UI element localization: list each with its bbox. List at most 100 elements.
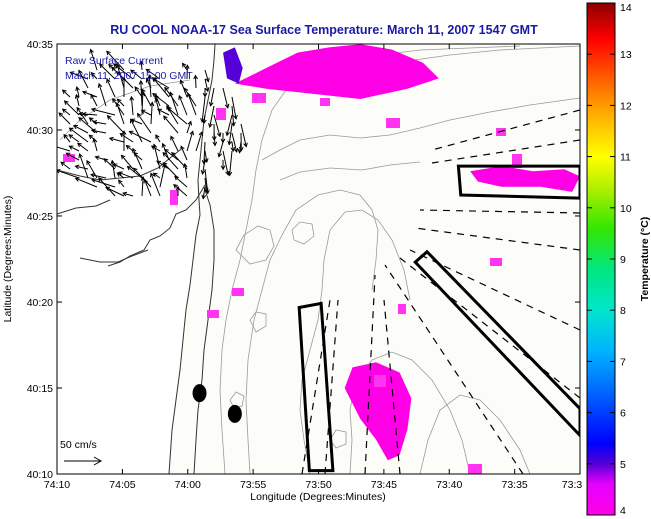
current-vector <box>184 88 197 107</box>
current-vector <box>89 117 98 125</box>
current-vector <box>195 131 203 152</box>
map-layer: Raw Surface Current March 11, 2007 15:00… <box>57 44 580 474</box>
current-vector <box>152 77 170 89</box>
current-vector <box>204 69 209 82</box>
current-vector <box>91 129 107 134</box>
current-vector-head <box>78 153 83 159</box>
colorbar-tick-label: 4 <box>620 505 626 517</box>
annotation-line-1: Raw Surface Current <box>65 55 163 67</box>
scale-arrow <box>64 456 103 466</box>
current-vector-head <box>90 173 96 178</box>
current-vector-head <box>69 71 75 76</box>
current-vector-head <box>90 107 96 113</box>
current-vector <box>69 127 89 143</box>
current-vector <box>186 131 194 152</box>
current-vector-head <box>88 117 94 122</box>
current-vector <box>174 176 188 188</box>
current-vector-head <box>161 142 167 148</box>
current-vector <box>222 150 229 175</box>
current-vector <box>178 95 188 116</box>
current-vector-head <box>174 175 179 181</box>
current-vector <box>129 130 152 143</box>
current-vector-head <box>75 86 80 92</box>
current-vector <box>79 153 89 179</box>
current-vector <box>90 94 98 107</box>
current-vector-head <box>106 114 112 120</box>
current-vector-head <box>132 167 138 173</box>
coastline <box>57 44 216 474</box>
current-vector-head <box>98 177 103 182</box>
current-vector <box>113 63 134 80</box>
current-vector-head <box>233 147 239 153</box>
current-vector-head <box>65 152 71 157</box>
point-marker-1 <box>192 384 207 403</box>
current-vector-head <box>112 97 117 103</box>
current-vector <box>106 79 116 98</box>
current-vector <box>111 160 116 179</box>
current-vector <box>130 119 143 143</box>
current-vector-head <box>122 191 128 197</box>
current-vector-head <box>180 145 185 151</box>
current-vector <box>122 192 134 197</box>
current-vector <box>163 115 179 134</box>
current-vector <box>180 80 188 98</box>
y-tick-label: 40:10 <box>27 469 53 481</box>
current-vector-head <box>137 112 142 118</box>
current-vector <box>231 96 237 119</box>
scale-label: 50 cm/s <box>60 439 97 451</box>
current-vector <box>209 105 215 128</box>
current-vector <box>99 63 116 80</box>
current-vector-head <box>166 106 172 112</box>
point-marker-2 <box>227 404 242 423</box>
sst-patch-north-cloud <box>234 44 439 100</box>
current-vector-head <box>60 161 66 167</box>
current-vector-head <box>76 142 82 148</box>
current-vector-head <box>163 148 169 154</box>
current-vector <box>132 148 143 170</box>
current-vector-head <box>63 100 69 105</box>
current-vector <box>141 109 152 116</box>
sst-patch-bay-warm <box>223 47 243 84</box>
current-vector-head <box>149 172 155 178</box>
current-vector-head <box>233 114 238 120</box>
current-vector <box>57 146 71 152</box>
current-vector-head <box>120 154 126 160</box>
current-vector-head <box>128 130 134 135</box>
x-tick-label: 73:45 <box>371 479 397 491</box>
current-vector <box>91 174 107 179</box>
current-vector <box>98 83 107 107</box>
current-vector <box>222 87 229 108</box>
x-tick-label: 73:3 <box>562 479 583 491</box>
current-vector-head <box>111 66 116 72</box>
current-vector-head <box>140 91 146 97</box>
current-vector <box>164 149 179 161</box>
current-vector-head <box>179 79 185 85</box>
current-vector <box>116 172 125 179</box>
current-vector-head <box>231 121 236 127</box>
current-vector <box>162 162 179 179</box>
current-vector-head <box>139 60 144 66</box>
current-vector-head <box>208 101 214 107</box>
chart-title: RU COOL NOAA-17 Sea Surface Temperature:… <box>110 23 538 37</box>
current-vector <box>203 114 206 124</box>
current-vector <box>82 113 98 116</box>
current-vector-head <box>73 125 78 130</box>
current-vector <box>202 159 206 175</box>
current-vector-head <box>92 137 97 143</box>
colorbar-tick-label: 11 <box>620 152 631 164</box>
current-vector-head <box>162 151 168 157</box>
current-vector <box>210 87 215 106</box>
current-vector <box>229 150 233 176</box>
current-vector-head <box>74 93 80 99</box>
current-vector <box>130 69 143 80</box>
current-vector <box>231 132 238 153</box>
current-vector-head <box>184 64 190 70</box>
current-vector-head <box>187 120 193 126</box>
current-vector-head <box>152 93 157 98</box>
current-vector-head <box>76 106 81 112</box>
colorbar-ticks: 4 5 6 7 8 9 10 11 12 13 14 <box>587 2 632 517</box>
current-vector-head <box>117 171 123 176</box>
current-vector-head <box>216 132 222 138</box>
current-vector <box>144 179 152 197</box>
current-vector-head <box>171 151 176 157</box>
